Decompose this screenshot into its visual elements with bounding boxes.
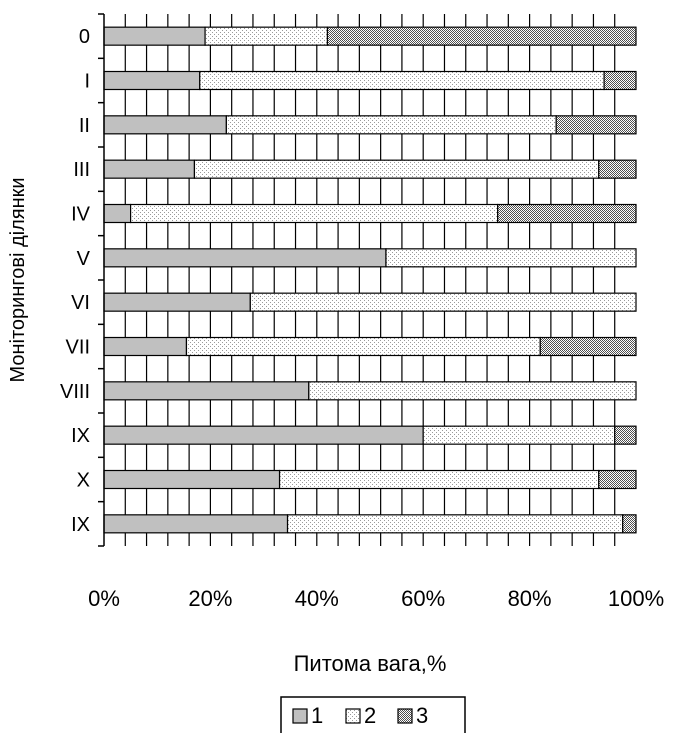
bar-segment-series-2 [185, 336, 541, 357]
bar-segment-series-2 [204, 26, 329, 46]
bar-segment-series-1 [103, 336, 188, 357]
y-tick-label: I [84, 71, 90, 93]
y-tick-label: VI [71, 292, 90, 314]
y-tick-label: 0 [79, 26, 90, 48]
legend-label: 2 [364, 703, 376, 728]
bar-segment-series-2 [130, 203, 499, 224]
y-tick-label: VIII [60, 381, 90, 403]
y-tick-label: VII [66, 337, 90, 359]
bar-segment-series-3 [614, 425, 637, 445]
x-tick-label: 40% [295, 586, 339, 611]
bar-segment-series-1 [103, 26, 206, 46]
legend-swatch-2 [345, 708, 361, 724]
bar-segment-series-1 [103, 292, 251, 312]
bar-segment-series-3 [622, 514, 637, 534]
y-axis-title: Моніторингові ділянки [7, 177, 29, 382]
bar-segment-series-3 [539, 336, 637, 357]
x-tick-label: 60% [401, 586, 445, 611]
y-tick-label: II [79, 115, 90, 137]
bar-segment-series-1 [103, 203, 132, 224]
y-tick-label: III [73, 159, 90, 181]
bar-segment-series-2 [225, 115, 557, 135]
bar-segment-series-3 [497, 203, 637, 224]
bar-segment-series-2 [249, 292, 637, 312]
bar-segment-series-2 [286, 514, 624, 534]
y-tick-label: IX [71, 514, 90, 536]
bar-segment-series-1 [103, 425, 424, 445]
bar-segment-series-1 [103, 70, 201, 91]
bar-segment-series-3 [326, 26, 637, 46]
bar-segment-series-1 [103, 248, 387, 268]
bar-segment-series-2 [422, 425, 616, 445]
y-tick-label: X [77, 470, 90, 492]
x-tick-label: 100% [608, 586, 664, 611]
x-tick-label: 80% [508, 586, 552, 611]
bar-segment-series-1 [103, 159, 196, 179]
bar-segment-series-3 [555, 115, 637, 135]
y-tick-label: V [77, 248, 91, 270]
bar-segment-series-1 [103, 469, 281, 490]
y-tick-label: IV [71, 204, 91, 226]
bar-segment-series-2 [278, 469, 600, 490]
legend-swatch-1 [292, 708, 308, 724]
bar-segment-series-3 [598, 469, 637, 490]
x-tick-label: 0% [88, 586, 120, 611]
legend-swatch-3 [397, 708, 413, 724]
bar-segment-series-2 [308, 381, 637, 401]
x-tick-label: 20% [188, 586, 232, 611]
bar-segment-series-1 [103, 115, 227, 135]
x-axis-title: Питома вага,% [294, 651, 447, 676]
bar-segment-series-2 [193, 159, 600, 179]
y-tick-label: IX [71, 425, 90, 447]
bar-segment-series-1 [103, 381, 310, 401]
legend-label: 1 [311, 703, 323, 728]
legend-label: 3 [416, 703, 428, 728]
bar-segment-series-1 [103, 514, 289, 534]
bar-segment-series-3 [598, 159, 637, 179]
legend-box [280, 696, 466, 735]
bar-segment-series-3 [603, 70, 637, 91]
bar-segment-series-2 [199, 70, 605, 91]
bar-segment-series-2 [385, 248, 637, 268]
